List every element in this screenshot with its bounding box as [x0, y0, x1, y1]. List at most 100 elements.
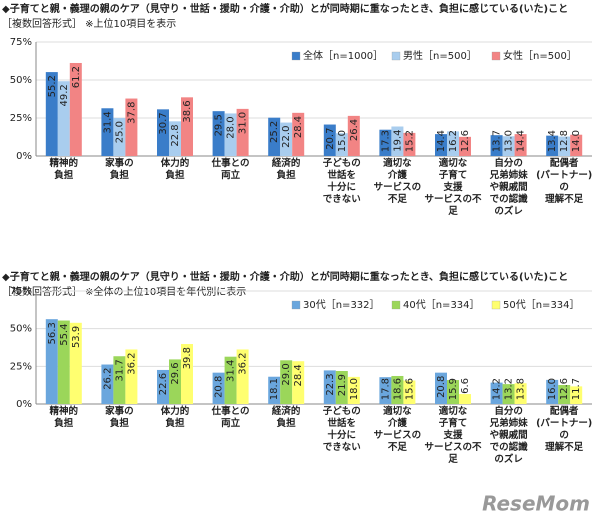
y-tick-label: 50%	[10, 75, 32, 86]
value-label: 22.3	[325, 373, 336, 395]
bar	[447, 131, 459, 156]
value-label: 29.6	[170, 362, 181, 384]
value-label: 19.4	[392, 130, 403, 152]
value-label: 13.4	[547, 130, 558, 152]
value-label: 18.6	[392, 378, 403, 400]
legend-label: 全体［n=1000］	[303, 49, 383, 62]
bar	[280, 122, 293, 156]
bar	[379, 377, 392, 404]
value-label: 16.0	[547, 378, 558, 400]
value-label: 15.9	[448, 378, 459, 400]
value-label: 36.2	[126, 352, 137, 374]
y-tick-label: 25%	[10, 361, 32, 372]
x-tick-label: 家事の 負担	[105, 158, 134, 181]
bar	[558, 385, 571, 404]
x-tick-label: 自分の 兄弟姉妹 や親戚間 での認識 のズレ	[489, 406, 528, 465]
value-label: 53.9	[71, 326, 82, 348]
value-label: 15.6	[404, 378, 415, 400]
bar	[113, 356, 126, 404]
x-tick-label: 配偶者 (パートナー)の 理解不足	[536, 158, 593, 205]
bar	[268, 376, 281, 404]
bar	[224, 113, 237, 156]
x-tick-label: 配偶者 (パートナー)の 理解不足	[536, 406, 593, 453]
bar	[459, 394, 471, 404]
x-tick-label: 精神的 負担	[49, 406, 79, 429]
value-label: 21.9	[337, 374, 348, 396]
value-label: 14.4	[516, 130, 527, 152]
bar	[570, 386, 583, 404]
legend-swatch	[391, 300, 401, 310]
value-label: 55.2	[47, 75, 58, 97]
bar	[101, 364, 114, 404]
value-label: 49.2	[59, 84, 70, 106]
value-label: 26.2	[102, 368, 113, 390]
bar	[459, 136, 471, 156]
value-label: 29.0	[281, 363, 292, 385]
bar	[212, 372, 225, 404]
bar	[292, 361, 305, 404]
bar	[514, 134, 527, 156]
value-label: 15.0	[337, 130, 348, 152]
value-label: 14.2	[492, 378, 503, 400]
value-label: 31.4	[102, 111, 113, 133]
legend-swatch	[491, 51, 501, 61]
y-tick-label: 50%	[10, 324, 32, 335]
value-label: 11.7	[571, 378, 582, 400]
bar	[490, 382, 503, 404]
value-label: 20.8	[436, 376, 447, 398]
value-label: 25.2	[269, 121, 280, 143]
y-tick-label: 0%	[16, 151, 32, 162]
bar	[69, 322, 82, 404]
bar	[323, 370, 336, 404]
value-label: 28.4	[293, 364, 304, 386]
bar	[125, 349, 138, 404]
bar	[169, 359, 181, 404]
x-tick-label: 仕事との 両立	[211, 158, 250, 181]
bar	[391, 375, 404, 404]
chart-subtitle: ［複数回答形式］ ※上位10項目を表示	[2, 17, 176, 30]
bar	[391, 126, 404, 156]
bar	[514, 383, 527, 404]
value-label: 20.8	[214, 376, 225, 398]
value-label: 16.2	[448, 130, 459, 152]
bar	[502, 384, 515, 404]
value-label: 12.6	[559, 378, 570, 400]
value-label: 18.1	[269, 378, 280, 400]
value-label: 36.2	[238, 352, 249, 374]
value-label: 38.6	[182, 100, 193, 122]
bar	[236, 108, 249, 156]
value-label: 15.2	[404, 130, 415, 152]
bar	[45, 319, 58, 404]
x-tick-label: 仕事との 両立	[211, 406, 250, 429]
value-label: 28.0	[226, 116, 237, 138]
bar	[125, 98, 138, 156]
x-tick-label: 自分の 兄弟姉妹 や親戚間 での認識 のズレ	[489, 158, 528, 217]
legend-swatch	[291, 51, 301, 61]
x-tick-label: 体力的 負担	[160, 406, 190, 429]
y-tick-label: 75%	[10, 286, 32, 297]
bar	[157, 369, 169, 404]
bar	[181, 97, 193, 156]
x-tick-label: 子どもの 世話を 十分に できない	[322, 158, 361, 205]
value-label: 25.0	[114, 121, 125, 143]
bar	[347, 115, 360, 156]
bar	[169, 121, 181, 156]
bar	[379, 129, 392, 156]
x-tick-label: 精神的 負担	[49, 158, 79, 181]
value-label: 55.4	[59, 324, 70, 346]
value-label: 28.4	[293, 116, 304, 138]
value-label: 6.6	[460, 378, 471, 394]
x-tick-label: 適切な 介護 サービスの 不足	[373, 158, 422, 205]
legend-swatch	[491, 300, 501, 310]
bar	[212, 111, 225, 156]
bar	[570, 134, 583, 156]
bar	[181, 344, 193, 404]
x-tick-label: 適切な 子育て 支援 サービスの不足	[424, 406, 482, 465]
legend-label: 30代［n=332］	[303, 299, 380, 311]
chart-title: ◆子育てと親・義理の親のケア（見守り・世話・援助・介護・介助）とが同時期に重なっ…	[2, 2, 568, 15]
bar	[101, 108, 114, 156]
legend-label: 男性［n=500］	[403, 49, 477, 62]
value-label: 12.8	[559, 130, 570, 152]
x-tick-label: 適切な 介護 サービスの 不足	[373, 406, 422, 453]
